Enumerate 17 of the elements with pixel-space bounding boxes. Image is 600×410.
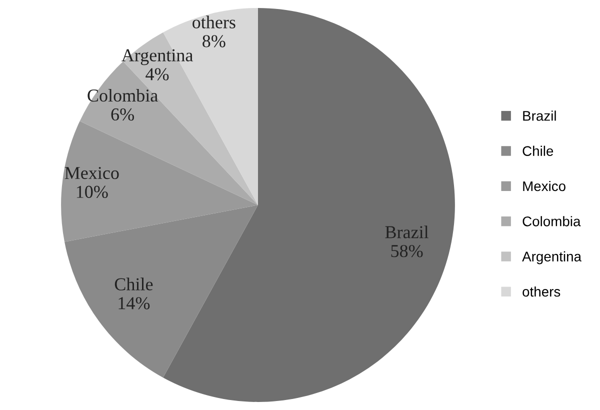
data-label: 8% bbox=[202, 35, 226, 48]
legend-label: Chile bbox=[522, 146, 554, 156]
legend-label: Brazil bbox=[523, 110, 556, 121]
slice-label: Brazil bbox=[385, 226, 428, 238]
legend-label: Argentina bbox=[522, 251, 582, 264]
slice-label: Argentina bbox=[122, 49, 193, 66]
data-label: 58% bbox=[391, 244, 423, 258]
data-label: 6% bbox=[111, 108, 134, 121]
legend-label: Mexico bbox=[523, 180, 566, 192]
data-label: 4% bbox=[146, 68, 169, 80]
slice-label: Chile bbox=[114, 278, 153, 290]
data-label: 14% bbox=[118, 297, 150, 310]
data-label: 10% bbox=[76, 186, 108, 198]
slice-label: others bbox=[192, 16, 236, 28]
legend-label: others bbox=[522, 286, 560, 297]
slice-label: Mexico bbox=[64, 166, 119, 180]
legend-label: Colombia bbox=[522, 216, 581, 226]
